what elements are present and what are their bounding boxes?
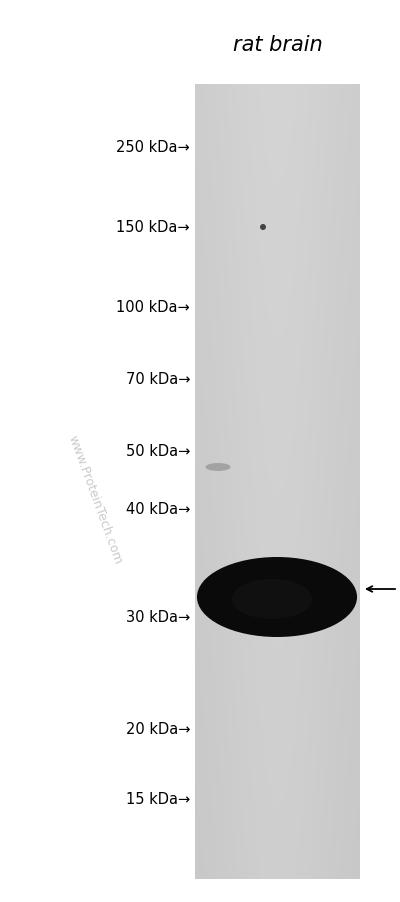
Text: 20 kDa→: 20 kDa→: [126, 722, 190, 737]
Text: 250 kDa→: 250 kDa→: [116, 141, 190, 155]
Text: 70 kDa→: 70 kDa→: [126, 373, 190, 387]
Text: www.ProteinTech.com: www.ProteinTech.com: [66, 433, 124, 566]
Text: 150 kDa→: 150 kDa→: [116, 220, 190, 235]
Ellipse shape: [260, 225, 266, 231]
Ellipse shape: [197, 557, 357, 638]
Text: 50 kDa→: 50 kDa→: [126, 444, 190, 459]
Ellipse shape: [206, 464, 230, 472]
Text: 100 kDa→: 100 kDa→: [116, 300, 190, 315]
Text: 30 kDa→: 30 kDa→: [126, 610, 190, 625]
Text: 40 kDa→: 40 kDa→: [126, 502, 190, 517]
Text: 15 kDa→: 15 kDa→: [126, 792, 190, 806]
Text: rat brain: rat brain: [233, 35, 322, 55]
Ellipse shape: [232, 579, 312, 620]
